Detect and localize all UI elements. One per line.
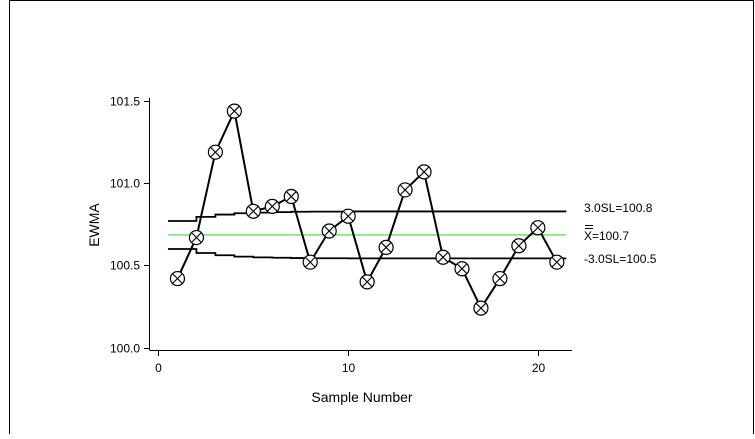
upper-control-limit-line — [167, 210, 567, 222]
ewma-point — [473, 300, 489, 316]
ewma-points — [169, 103, 565, 316]
y-ticks: 100.0 100.5 101.0 101.5 — [110, 95, 149, 356]
ewma-point — [169, 270, 186, 287]
outer-border — [9, 0, 754, 435]
ewma-point — [302, 254, 318, 270]
x-tick-label: 20 — [532, 361, 546, 375]
axes — [149, 98, 572, 351]
ewma-point — [397, 182, 413, 198]
ewma-point — [549, 254, 565, 270]
plot-area — [167, 103, 567, 316]
ewma-point — [321, 223, 337, 239]
y-tick-label: 101.0 — [110, 177, 140, 191]
ewma-point — [511, 238, 527, 254]
ewma-point — [416, 164, 432, 180]
ewma-point — [264, 198, 280, 214]
ewma-point — [435, 249, 451, 265]
reference-labels: 3.0SL=100.8 X=100.7 -3.0SL=100.5 — [584, 201, 657, 266]
ewma-point — [207, 144, 223, 160]
ewma-point — [492, 270, 508, 287]
x-ticks: 0 10 20 — [155, 350, 545, 375]
ewma-point — [359, 274, 375, 290]
ucl-label: 3.0SL=100.8 — [584, 201, 653, 215]
ewma-point — [283, 188, 299, 205]
center-line-label: X=100.7 — [584, 229, 629, 243]
ewma-point — [340, 208, 356, 224]
x-tick-label: 10 — [342, 361, 356, 375]
y-axis-title: EWMA — [86, 203, 102, 247]
y-tick-label: 100.5 — [110, 259, 140, 273]
x-tick-label: 0 — [155, 361, 162, 375]
lower-control-limit-line — [167, 248, 567, 260]
y-tick-label: 101.5 — [110, 95, 140, 109]
ewma-point — [530, 220, 546, 236]
y-tick-label: 100.0 — [110, 342, 140, 356]
lcl-label: -3.0SL=100.5 — [584, 252, 657, 266]
ewma-point — [188, 229, 205, 246]
ewma-point — [454, 261, 470, 277]
ewma-point — [378, 239, 394, 255]
x-axis-title: Sample Number — [311, 389, 412, 405]
ewma-point — [226, 103, 242, 119]
ewma-point — [245, 203, 261, 219]
